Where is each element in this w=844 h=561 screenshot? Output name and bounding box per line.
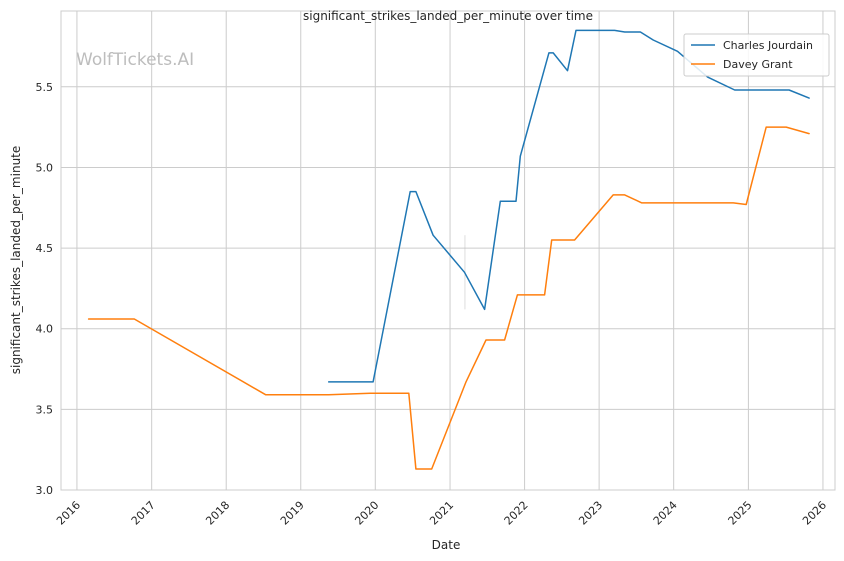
x-tick-label: 2022	[502, 499, 531, 528]
data-point	[733, 202, 735, 204]
data-point	[504, 339, 506, 341]
y-axis-label: significant_strikes_landed_per_minute	[9, 146, 23, 375]
grid	[61, 11, 835, 491]
data-point	[465, 381, 467, 383]
data-point	[652, 39, 654, 41]
y-tick-label: 5.5	[36, 81, 54, 94]
data-point	[745, 204, 747, 206]
data-point	[464, 272, 466, 274]
data-point	[624, 31, 626, 33]
data-point	[624, 194, 626, 196]
x-tick-label: 2026	[800, 499, 829, 528]
data-point	[517, 294, 519, 296]
data-point	[520, 155, 522, 157]
data-point	[574, 239, 576, 241]
series-layer	[87, 29, 810, 470]
data-point	[409, 191, 411, 193]
series-line-davey-grant	[87, 126, 810, 470]
data-point	[431, 468, 433, 470]
x-tick-label: 2025	[726, 499, 755, 528]
data-point	[640, 31, 642, 33]
legend: Charles Jourdain Davey Grant	[683, 33, 830, 77]
data-point	[551, 239, 553, 241]
chart-title: significant_strikes_landed_per_minute ov…	[303, 9, 593, 23]
data-point	[515, 201, 517, 203]
data-point	[641, 202, 643, 204]
x-tick-label: 2021	[427, 499, 456, 528]
data-point	[484, 309, 486, 311]
data-point	[778, 89, 780, 91]
data-point	[328, 394, 330, 396]
y-tick-label: 4.5	[36, 242, 54, 255]
data-point	[808, 97, 810, 99]
data-point	[415, 468, 417, 470]
x-tick-label: 2017	[129, 499, 158, 528]
x-axis-label: Date	[432, 538, 461, 552]
data-point	[548, 52, 550, 54]
data-point	[415, 191, 417, 193]
data-point	[552, 52, 554, 54]
watermark: WolfTickets.AI	[76, 50, 194, 70]
x-tick-label: 2020	[352, 499, 381, 528]
series-line-charles-jourdain	[327, 29, 810, 383]
plot-frame	[60, 10, 836, 491]
y-tick-label: 3.5	[36, 403, 54, 416]
x-tick-label: 2024	[651, 499, 680, 528]
x-tick-label: 2023	[576, 499, 605, 528]
y-tick-label: 4.0	[36, 323, 54, 336]
data-point	[765, 126, 767, 128]
data-point	[408, 392, 410, 394]
data-point	[88, 318, 90, 320]
data-point	[788, 89, 790, 91]
data-point	[432, 234, 434, 236]
legend-label-davey-grant: Davey Grant	[723, 58, 793, 71]
data-point	[575, 30, 577, 32]
data-point	[734, 89, 736, 91]
data-point	[485, 339, 487, 341]
data-point	[614, 30, 616, 32]
data-point	[369, 392, 371, 394]
y-tick-label: 5.0	[36, 161, 54, 174]
data-point	[707, 76, 709, 78]
y-tick-label: 3.0	[36, 484, 54, 497]
data-point	[544, 294, 546, 296]
data-point	[372, 381, 374, 383]
data-point	[500, 201, 502, 203]
data-point	[567, 70, 569, 72]
legend-label-charles-jourdain: Charles Jourdain	[723, 39, 813, 52]
data-point	[785, 126, 787, 128]
x-tick-label: 2019	[278, 499, 307, 528]
data-point	[265, 394, 267, 396]
data-point	[808, 133, 810, 135]
x-tick-label: 2018	[203, 499, 232, 528]
data-point	[677, 51, 679, 53]
x-tick-label: 2016	[54, 499, 83, 528]
data-point	[612, 194, 614, 196]
plot-background	[61, 11, 835, 490]
data-point	[134, 318, 136, 320]
legend-box	[683, 33, 830, 77]
data-point	[328, 381, 330, 383]
